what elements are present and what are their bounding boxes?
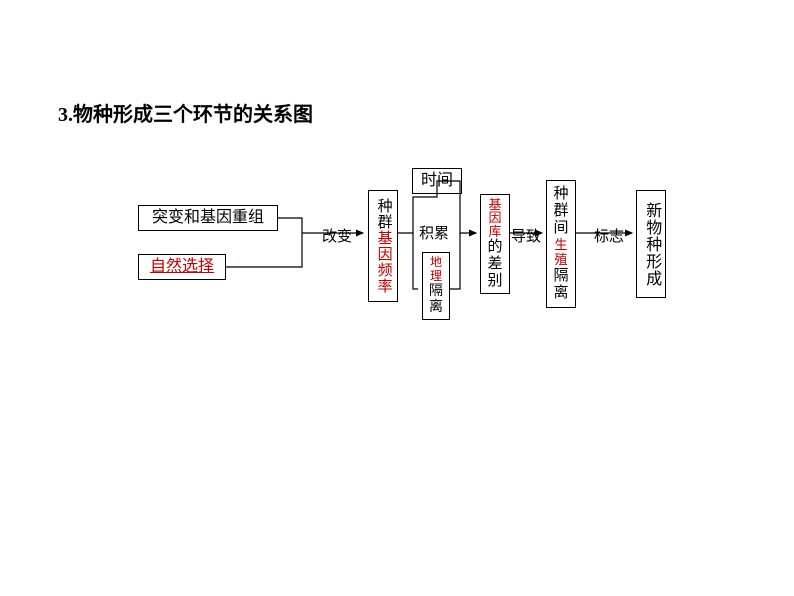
box-genefreq: 种群基因频率 bbox=[368, 190, 398, 302]
box-genepool-red: 基因库 bbox=[484, 198, 506, 239]
box-mutation: 突变和基因重组 bbox=[138, 205, 278, 231]
box-time: 时间 bbox=[412, 168, 462, 194]
box-genepool-post: 的差别 bbox=[484, 239, 506, 291]
page-title: 3.物种形成三个环节的关系图 bbox=[58, 98, 313, 127]
label-marker: 标志 bbox=[594, 225, 624, 246]
label-leadto: 导致 bbox=[511, 225, 541, 246]
label-change: 改变 bbox=[322, 225, 352, 246]
box-genepool: 基因库 的差别 bbox=[480, 194, 510, 294]
box-newspecies: 新物种形成 bbox=[636, 190, 666, 298]
box-geoiso: 地理 隔离 bbox=[422, 252, 450, 320]
box-reproiso-pre: 种群间 bbox=[550, 186, 572, 238]
box-mutation-text: 突变和基因重组 bbox=[152, 209, 264, 227]
label-accum: 积累 bbox=[419, 222, 449, 243]
box-geoiso-post: 隔离 bbox=[426, 284, 446, 316]
box-selection-text: 自然选择 bbox=[150, 258, 214, 276]
box-newspecies-text: 新物种形成 bbox=[642, 202, 660, 287]
box-time-text: 时间 bbox=[421, 172, 453, 190]
box-genefreq-red: 基因频率 bbox=[374, 230, 391, 294]
box-reproiso-red: 生殖 bbox=[550, 238, 572, 268]
box-genefreq-pre: 种群 bbox=[374, 198, 391, 230]
box-geoiso-red: 地理 bbox=[426, 256, 446, 284]
box-reproiso: 种群间 生殖 隔离 bbox=[546, 180, 576, 308]
box-reproiso-post: 隔离 bbox=[550, 268, 572, 303]
box-selection: 自然选择 bbox=[138, 254, 226, 280]
